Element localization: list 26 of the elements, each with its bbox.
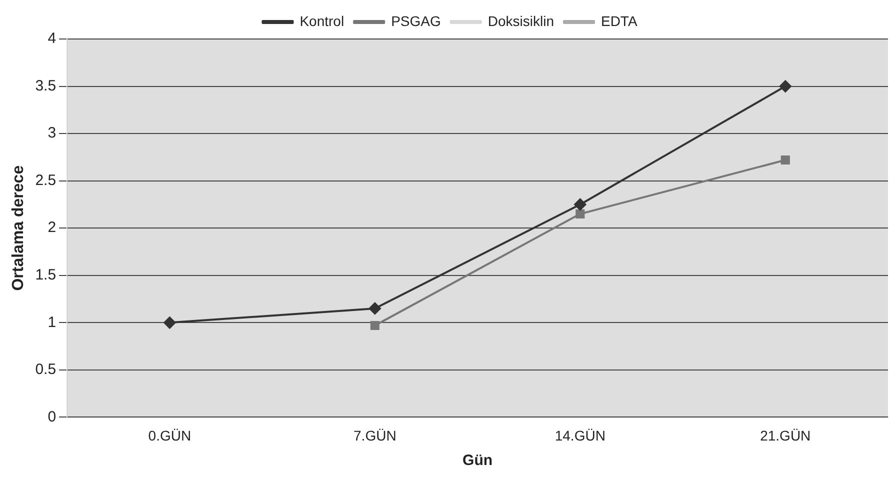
point [370, 320, 380, 330]
y-tick-label: 3 [48, 124, 56, 142]
legend-label: PSGAG [391, 12, 441, 29]
y-tick-label: 1.5 [35, 266, 56, 284]
y-tick-label: 0.5 [35, 361, 56, 378]
y-tick-label: 4 [48, 30, 56, 48]
point [780, 155, 790, 165]
point [779, 80, 792, 92]
x-tick-label: 7.GÜN [354, 427, 396, 444]
x-tick-label: 14.GÜN [554, 427, 606, 444]
x-tick-label: 0.GÜN [148, 427, 192, 444]
point [368, 302, 381, 314]
legend-label: Doksisiklin [488, 12, 554, 29]
point [574, 198, 586, 210]
point [576, 209, 585, 218]
legend-label: Kontrol [300, 12, 344, 29]
point [164, 316, 176, 329]
x-tick-label: 21.GÜN [760, 427, 811, 444]
y-tick-label: 1 [48, 314, 56, 331]
y-tick-label: 2.5 [35, 172, 56, 189]
y-tick-label: 0 [48, 408, 56, 426]
y-axis-title: Ortalama derece [10, 165, 28, 291]
y-tick-label: 3.5 [35, 77, 56, 94]
legend-label: EDTA [600, 12, 638, 29]
x-axis-title: Gün [462, 452, 493, 470]
y-tick-label: 2 [48, 219, 56, 236]
